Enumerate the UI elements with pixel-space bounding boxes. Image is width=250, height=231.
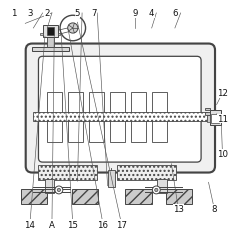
Bar xyxy=(40,33,43,36)
Bar xyxy=(211,115,219,124)
Bar xyxy=(20,189,47,204)
Text: 14: 14 xyxy=(24,220,36,228)
Text: 8: 8 xyxy=(212,205,217,213)
Text: 2: 2 xyxy=(44,9,50,18)
Text: 3: 3 xyxy=(27,9,33,18)
Text: 4: 4 xyxy=(149,9,154,18)
Bar xyxy=(117,165,176,180)
FancyBboxPatch shape xyxy=(26,44,215,173)
Text: 7: 7 xyxy=(91,9,96,18)
Text: 11: 11 xyxy=(217,115,228,123)
Text: 17: 17 xyxy=(116,220,127,228)
Bar xyxy=(125,189,152,204)
Text: 6: 6 xyxy=(172,9,178,18)
Text: 12: 12 xyxy=(217,89,228,98)
Circle shape xyxy=(152,186,160,194)
Circle shape xyxy=(68,24,78,34)
FancyBboxPatch shape xyxy=(38,57,201,162)
Text: 16: 16 xyxy=(98,220,108,228)
Bar xyxy=(68,92,83,142)
Bar xyxy=(43,25,58,38)
Text: 1: 1 xyxy=(11,9,16,18)
Bar xyxy=(47,92,62,142)
Bar xyxy=(131,92,146,142)
Bar xyxy=(210,111,221,126)
Bar xyxy=(33,112,207,121)
Circle shape xyxy=(60,16,86,42)
Bar xyxy=(152,92,167,142)
Text: 9: 9 xyxy=(133,9,138,18)
Bar xyxy=(207,116,210,123)
Bar xyxy=(158,179,167,193)
Bar xyxy=(32,47,69,52)
Bar xyxy=(58,33,60,36)
Circle shape xyxy=(57,188,60,192)
Circle shape xyxy=(155,188,158,192)
Bar xyxy=(47,27,54,36)
Bar xyxy=(166,189,192,204)
Text: 15: 15 xyxy=(67,220,78,228)
Text: 13: 13 xyxy=(173,205,184,213)
Text: A: A xyxy=(49,220,55,228)
Bar xyxy=(108,170,114,187)
Circle shape xyxy=(55,186,63,194)
Text: 10: 10 xyxy=(217,149,228,158)
Bar xyxy=(89,92,104,142)
Bar xyxy=(45,179,54,193)
Bar xyxy=(72,189,98,204)
Bar xyxy=(205,113,210,116)
Bar xyxy=(205,108,210,111)
Bar xyxy=(38,165,97,180)
Bar xyxy=(110,92,125,142)
Text: 5: 5 xyxy=(75,9,80,18)
Bar xyxy=(47,38,54,47)
